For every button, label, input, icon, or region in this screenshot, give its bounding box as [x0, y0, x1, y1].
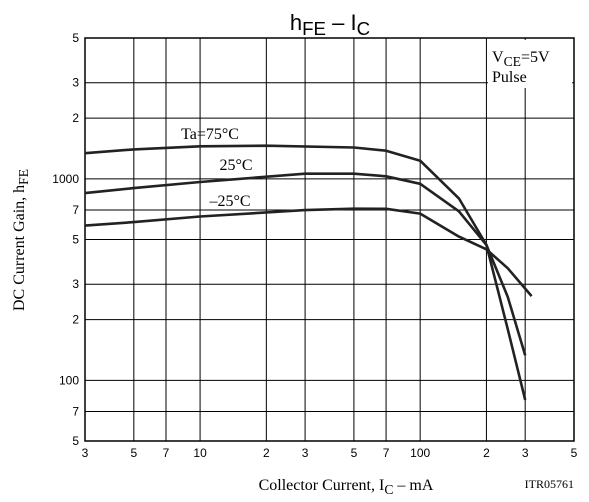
x-tick-label: 3	[302, 446, 309, 460]
y-axis-label-part: FE	[16, 169, 31, 185]
annotation-part: Pulse	[492, 69, 527, 86]
y-tick-label: 7	[72, 405, 79, 419]
x-tick-label: 7	[383, 446, 390, 460]
annotation-bg	[488, 40, 572, 88]
x-axis-label-part: Collector Current, I	[259, 477, 385, 494]
annotation: Pulse	[492, 69, 527, 86]
annotation-part: CE	[504, 54, 521, 69]
y-axis-label-part: DC Current Gain, h	[11, 185, 28, 311]
x-tick-label: 100	[410, 446, 430, 460]
x-tick-label: 5	[571, 446, 578, 460]
y-tick-label: 7	[72, 203, 79, 217]
chart-title: hFE – IC	[290, 10, 370, 39]
series-label: –25°C	[208, 193, 250, 210]
series-line	[84, 144, 527, 401]
x-axis-label: Collector Current, IC – mA	[259, 477, 434, 497]
x-tick-label: 7	[163, 446, 170, 460]
x-tick-label: 2	[483, 446, 490, 460]
y-tick-label: 5	[72, 434, 79, 448]
plot-frame	[84, 37, 575, 442]
y-tick-label: 2	[72, 111, 79, 125]
series-label: Ta=75°C	[181, 126, 239, 143]
y-tick-label: 3	[72, 277, 79, 291]
chart-title-part: – I	[326, 10, 357, 35]
annotation: VCE=5V	[492, 49, 550, 69]
x-tick-label: 10	[193, 446, 207, 460]
y-tick-label: 100	[59, 373, 79, 387]
y-tick-label: 2	[72, 313, 79, 327]
x-tick-label: 5	[351, 446, 358, 460]
annotation-part: V	[492, 49, 504, 66]
series-line	[84, 172, 527, 356]
series-line	[84, 207, 533, 297]
annotation-part: =5V	[521, 49, 550, 66]
x-tick-label: 2	[263, 446, 270, 460]
x-axis-label-part: – mA	[393, 477, 433, 494]
y-tick-label: 5	[72, 31, 79, 45]
figure-code: ITR05761	[525, 477, 574, 491]
chart-title-part: C	[357, 18, 371, 39]
chart-title-part: FE	[302, 18, 326, 39]
y-tick-label: 3	[72, 76, 79, 90]
x-tick-label: 5	[130, 446, 137, 460]
x-tick-label: 3	[82, 446, 89, 460]
x-tick-label: 3	[522, 446, 529, 460]
x-axis-label-part: C	[384, 482, 393, 497]
series-label: 25°C	[219, 157, 252, 174]
chart-title-part: h	[290, 10, 302, 35]
y-axis-label: DC Current Gain, hFE	[11, 169, 31, 311]
y-tick-label: 5	[72, 233, 79, 247]
y-tick-label: 1000	[52, 172, 79, 186]
